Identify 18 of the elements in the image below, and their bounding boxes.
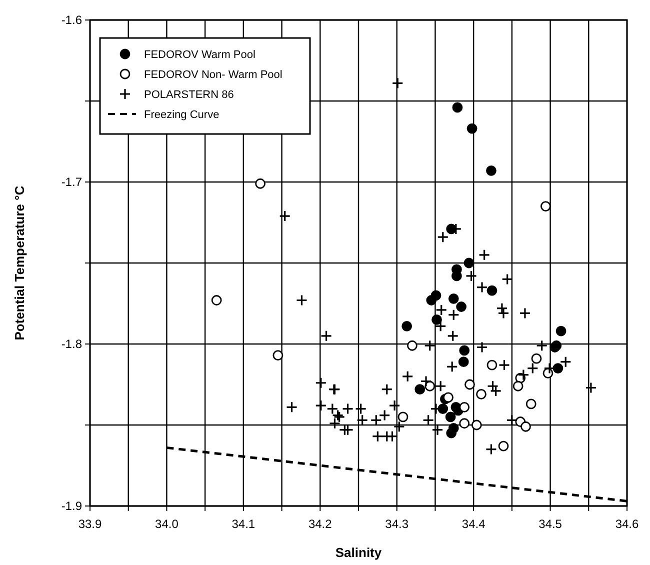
y-axis-title: Potential Temperature °C — [12, 185, 27, 340]
legend-label: FEDOROV Warm Pool — [144, 49, 256, 61]
x-tick-label: 34.1 — [232, 517, 256, 531]
y-tick-label: -1.6 — [61, 13, 82, 27]
x-tick-label: 34.0 — [155, 517, 179, 531]
x-tick-label: 34.3 — [385, 517, 409, 531]
x-tick-label: 34.6 — [615, 517, 639, 531]
y-tick-label: -1.9 — [61, 499, 82, 513]
y-tick-label: -1.7 — [61, 175, 82, 189]
x-tick-label: 34.5 — [538, 517, 562, 531]
legend-label: POLARSTERN 86 — [144, 89, 234, 101]
legend-label: FEDOROV Non- Warm Pool — [144, 69, 282, 81]
x-axis-title: Salinity — [335, 545, 382, 560]
x-tick-label: 33.9 — [78, 517, 102, 531]
x-tick-label: 34.4 — [462, 517, 486, 531]
y-tick-label: -1.8 — [61, 337, 82, 351]
legend-label: Freezing Curve — [144, 109, 220, 121]
x-tick-label: 34.2 — [308, 517, 332, 531]
